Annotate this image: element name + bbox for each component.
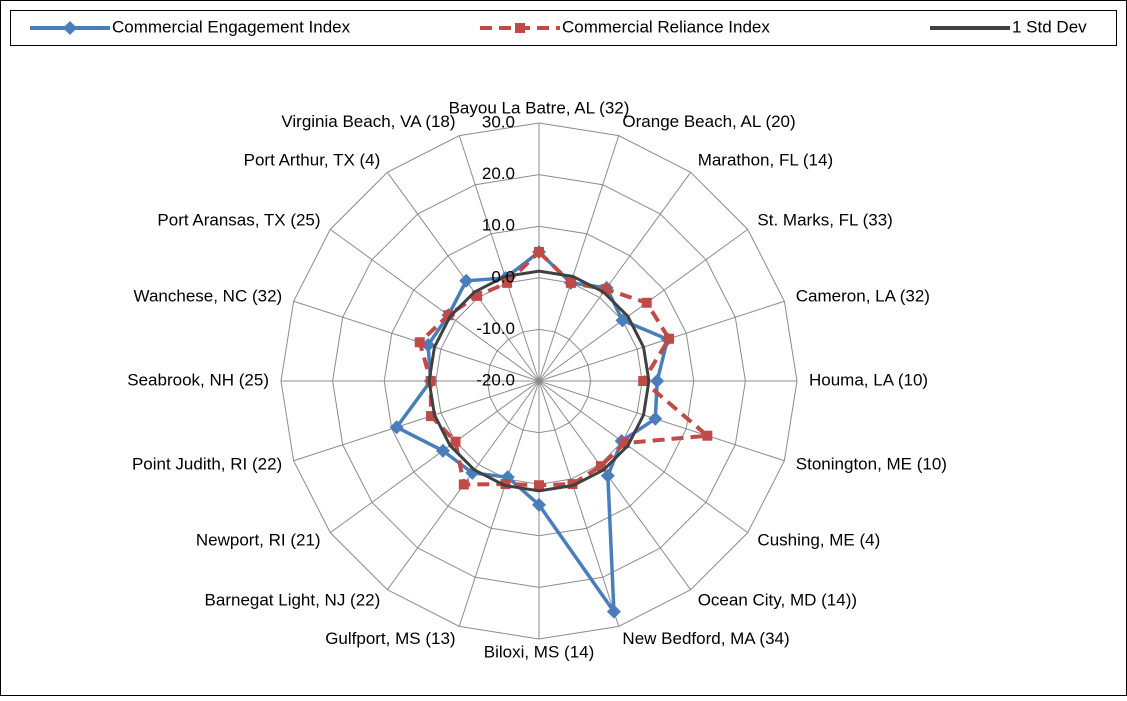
- spoke: [329, 228, 540, 382]
- marker: [702, 430, 713, 441]
- spoke: [458, 135, 540, 382]
- r-tick-label: 10.0: [482, 216, 515, 235]
- category-label: Gulfport, MS (13): [325, 629, 455, 648]
- marker: [435, 443, 450, 458]
- category-label: Ocean City, MD (14)): [698, 591, 857, 610]
- category-label: Bayou La Batre, AL (32): [449, 98, 630, 117]
- marker: [389, 420, 404, 435]
- marker: [534, 480, 544, 491]
- marker: [472, 290, 483, 301]
- category-label: Cameron, LA (32): [796, 286, 930, 305]
- r-tick-label: 20.0: [482, 164, 515, 183]
- legend-marker: [63, 21, 77, 35]
- spoke: [329, 380, 540, 534]
- category-label: Barnegat Light, NJ (22): [205, 591, 381, 610]
- category-label: Virginia Beach, VA (18): [281, 112, 455, 131]
- category-label: Port Aransas, TX (25): [157, 211, 320, 230]
- spoke: [458, 380, 540, 627]
- marker: [414, 337, 425, 348]
- category-label: Houma, LA (10): [809, 370, 928, 389]
- category-label: Port Arthur, TX (4): [244, 150, 381, 169]
- marker: [619, 438, 630, 449]
- spoke: [538, 380, 749, 534]
- legend-label: 1 Std Dev: [1012, 17, 1087, 36]
- marker: [595, 461, 606, 472]
- marker: [502, 277, 513, 288]
- spoke: [538, 380, 620, 627]
- marker: [450, 436, 461, 447]
- legend-marker: [515, 23, 525, 33]
- spoke: [538, 171, 692, 382]
- spoke: [538, 300, 785, 382]
- marker: [600, 468, 615, 483]
- marker: [425, 376, 436, 386]
- marker: [532, 497, 546, 512]
- r-tick-label: 0.0: [491, 267, 515, 286]
- legend-label: Commercial Reliance Index: [562, 17, 770, 36]
- spoke: [293, 380, 540, 462]
- marker: [664, 333, 675, 344]
- marker: [600, 284, 611, 295]
- marker: [534, 247, 544, 257]
- category-label: Cushing, ME (4): [757, 530, 880, 549]
- category-label: Stonington, ME (10): [796, 455, 947, 474]
- marker: [648, 411, 663, 426]
- marker: [638, 376, 649, 386]
- marker: [459, 273, 474, 288]
- legend-label: Commercial Engagement Index: [112, 17, 351, 36]
- marker: [443, 310, 454, 321]
- series-line: [427, 269, 651, 493]
- spoke: [538, 380, 692, 591]
- category-label: Marathon, FL (14): [698, 150, 833, 169]
- category-label: Newport, RI (21): [196, 530, 321, 549]
- marker: [426, 411, 437, 422]
- spoke: [538, 380, 785, 462]
- category-label: Biloxi, MS (14): [484, 642, 595, 661]
- marker: [615, 313, 630, 328]
- spoke: [538, 135, 620, 382]
- marker: [500, 479, 511, 490]
- category-label: Wanchese, NC (32): [134, 286, 283, 305]
- marker: [567, 479, 578, 490]
- marker: [565, 277, 576, 288]
- category-label: Orange Beach, AL (20): [622, 112, 795, 131]
- spoke: [386, 171, 540, 382]
- marker: [650, 374, 665, 388]
- marker: [641, 297, 652, 308]
- category-label: St. Marks, FL (33): [757, 211, 892, 230]
- r-tick-label: -20.0: [476, 370, 515, 389]
- category-label: Seabrook, NH (25): [127, 370, 269, 389]
- r-tick-label: 30.0: [482, 112, 515, 131]
- r-tick-label: -10.0: [476, 319, 515, 338]
- marker: [458, 479, 469, 490]
- category-label: Point Judith, RI (22): [132, 455, 282, 474]
- category-label: New Bedford, MA (34): [622, 629, 789, 648]
- marker: [606, 604, 621, 619]
